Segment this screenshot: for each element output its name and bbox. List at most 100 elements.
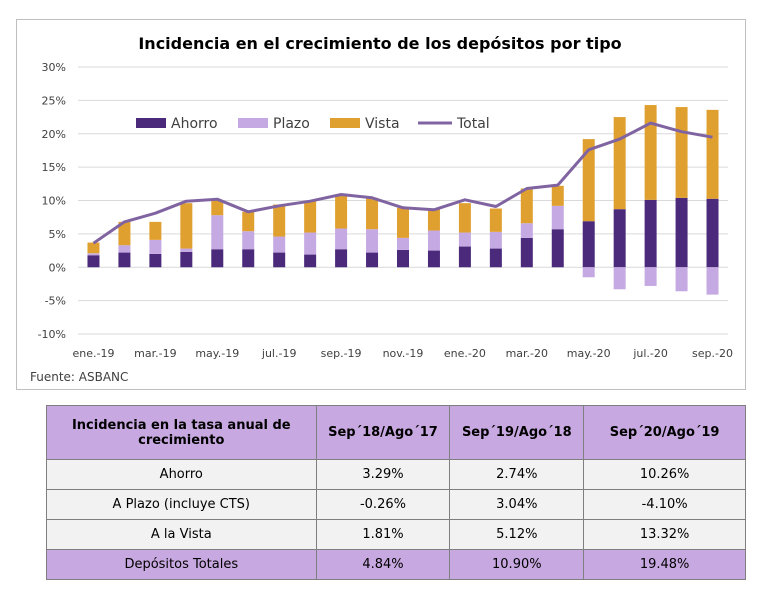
bar-plazo [706, 267, 719, 295]
x-axis-ticks: ene.-19 mar.-19 may.-19 jul.-19 sep.-19 nov.-… [72, 347, 733, 360]
bar-plazo [211, 215, 224, 250]
legend-label: Vista [365, 116, 400, 132]
bar-vista [427, 209, 440, 231]
bar-plazo [180, 248, 193, 252]
bar-vista [613, 117, 626, 210]
y-tick-label: 0% [49, 261, 66, 274]
legend-label: Ahorro [171, 116, 218, 132]
bar-ahorro [87, 255, 100, 268]
bar-plazo [551, 205, 564, 230]
bar-plazo [489, 231, 502, 249]
bar-vista [304, 200, 317, 233]
bar-plazo [304, 232, 317, 255]
bar-vista [118, 221, 131, 246]
bar-vista [458, 203, 471, 233]
bar-vista [242, 211, 255, 232]
y-axis-ticks: -10% -5% 0% 5% 10% 15% 20% 25% 30% [38, 61, 66, 341]
y-tick-label: 30% [42, 61, 66, 74]
legend-swatch-ahorro [136, 118, 166, 128]
bar-plazo [149, 239, 162, 254]
bar-plazo [427, 230, 440, 251]
total-line-layer [92, 121, 713, 245]
x-tick-label: sep.-19 [321, 347, 362, 360]
bar-vista [551, 185, 564, 206]
bar-plazo [458, 232, 471, 247]
cell-value: -4.10% [583, 489, 746, 520]
cell-value: 10.90% [449, 549, 585, 580]
cell-value: 3.29% [315, 459, 451, 490]
bar-ahorro [644, 199, 657, 268]
bar-ahorro [551, 229, 564, 268]
bar-ahorro [489, 248, 502, 268]
cell-value: 1.81% [315, 519, 451, 550]
bar-vista [489, 208, 502, 232]
x-tick-label: ene.-19 [72, 347, 114, 360]
legend-swatch-vista [330, 118, 360, 128]
bar-ahorro [520, 237, 533, 268]
x-tick-label: may.-19 [195, 347, 239, 360]
cell-value: 2.74% [449, 459, 585, 490]
bar-vista [273, 204, 286, 237]
bar-ahorro [149, 253, 162, 268]
cell-value: 19.48% [583, 549, 746, 580]
bar-plazo [118, 245, 131, 253]
bar-ahorro [273, 252, 286, 268]
x-tick-label: ene.-20 [444, 347, 486, 360]
bar-plazo [675, 267, 688, 292]
y-tick-label: 25% [42, 94, 66, 107]
gridlines [78, 66, 728, 335]
bar-vista [366, 197, 379, 230]
legend-swatch-plazo [238, 118, 268, 128]
y-tick-label: 15% [42, 161, 66, 174]
bar-vista [87, 242, 100, 254]
bar-ahorro [613, 209, 626, 268]
bar-ahorro [180, 251, 193, 268]
bar-plazo [644, 267, 657, 286]
cell-value: -0.26% [315, 489, 451, 520]
bar-ahorro [397, 249, 409, 268]
bar-plazo [520, 223, 533, 238]
row-label: A la Vista [46, 519, 317, 550]
bar-vista [397, 207, 409, 238]
x-tick-label: may.-20 [567, 347, 611, 360]
bar-plazo [366, 229, 379, 253]
bar-vista [211, 200, 224, 216]
chart-source: Fuente: ASBANC [30, 370, 128, 384]
bar-ahorro [458, 246, 471, 268]
bar-ahorro [427, 250, 440, 268]
table-row: Ahorro 3.29% 2.74% 10.26% [46, 459, 746, 490]
row-label: Depósitos Totales [46, 549, 317, 580]
bar-vista [675, 107, 688, 198]
bar-ahorro [118, 252, 131, 268]
bar-vista [644, 105, 657, 200]
x-tick-label: jul.-20 [632, 347, 668, 360]
legend: Ahorro Plazo Vista Total [136, 116, 490, 132]
cell-value: 13.32% [583, 519, 746, 550]
table-header-period-3: Sep´20/Ago´19 [583, 405, 746, 460]
row-label: A Plazo (incluye CTS) [46, 489, 317, 520]
bar-vista [180, 203, 193, 249]
bar-vista [520, 188, 533, 224]
table-row: A Plazo (incluye CTS) -0.26% 3.04% -4.10… [46, 489, 746, 520]
bar-vista [149, 221, 162, 240]
y-tick-label: 20% [42, 128, 66, 141]
table-row: A la Vista 1.81% 5.12% 13.32% [46, 519, 746, 550]
table-header-row: Incidencia en la tasa anual de crecimien… [46, 405, 746, 460]
bar-plazo [87, 253, 100, 256]
table-total-row: Depósitos Totales 4.84% 10.90% 19.48% [46, 549, 746, 580]
row-label: Ahorro [46, 459, 317, 490]
x-tick-label: nov.-19 [383, 347, 424, 360]
x-tick-label: mar.-19 [134, 347, 176, 360]
bar-ahorro [675, 197, 688, 268]
bar-ahorro [582, 221, 595, 268]
cell-value: 10.26% [583, 459, 746, 490]
legend-label: Plazo [273, 116, 310, 132]
y-tick-label: 5% [49, 228, 66, 241]
bar-plazo [335, 228, 348, 250]
y-tick-label: 10% [42, 195, 66, 208]
cell-value: 4.84% [315, 549, 451, 580]
bars [87, 105, 719, 295]
bar-plazo [613, 267, 626, 290]
bar-plazo [397, 237, 409, 250]
y-tick-label: -10% [38, 328, 66, 341]
